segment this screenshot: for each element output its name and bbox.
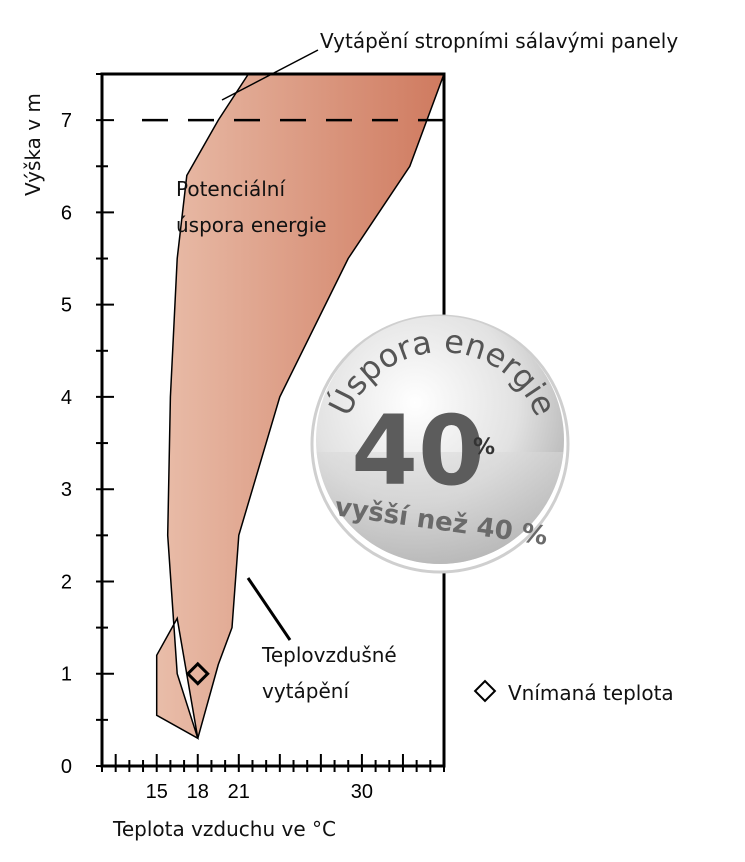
- y-tick-label: 7: [61, 110, 72, 132]
- y-tick-label: 5: [61, 295, 72, 317]
- y-tick-label: 2: [61, 571, 72, 593]
- warm-air-label-line1: Teplovzdušné: [261, 643, 397, 667]
- warm-air-leader: [246, 577, 292, 641]
- perceived-temperature-marker: [185, 661, 210, 686]
- top-annotation-leader: [221, 49, 319, 101]
- axes: 0 1 2 3 4 5 6 7 15 18 21 30: [61, 73, 445, 803]
- legend: Vnímaná teplota: [473, 679, 674, 705]
- y-tick-label: 0: [61, 756, 72, 778]
- legend-label: Vnímaná teplota: [508, 681, 674, 705]
- area-label-line1: Potenciální: [176, 177, 286, 201]
- y-tick-label: 6: [61, 202, 72, 224]
- y-tick-label: 4: [61, 387, 72, 409]
- legend-marker-icon: [473, 679, 497, 703]
- x-tick-label: 18: [187, 781, 209, 803]
- y-tick-label: 3: [61, 479, 72, 501]
- badge-unit: %: [473, 435, 495, 460]
- x-tick-label: 15: [146, 781, 168, 803]
- warm-air-label-line2: vytápění: [262, 679, 350, 703]
- savings-badge: Úspora energie 40 % vyšší než 40 %: [310, 314, 570, 574]
- x-axis-title: Teplota vzduchu ve °C: [112, 817, 336, 841]
- x-tick-label: 21: [228, 781, 250, 803]
- badge-value: 40: [351, 395, 485, 507]
- x-tick-label: 30: [351, 781, 373, 803]
- y-axis-title: Výška v m: [21, 93, 45, 196]
- top-annotation: Vytápění stropními sálavými panely: [320, 29, 678, 53]
- y-tick-label: 1: [61, 664, 72, 686]
- energy-saving-area: [155, 73, 446, 740]
- area-label-line2: úspora energie: [176, 213, 327, 237]
